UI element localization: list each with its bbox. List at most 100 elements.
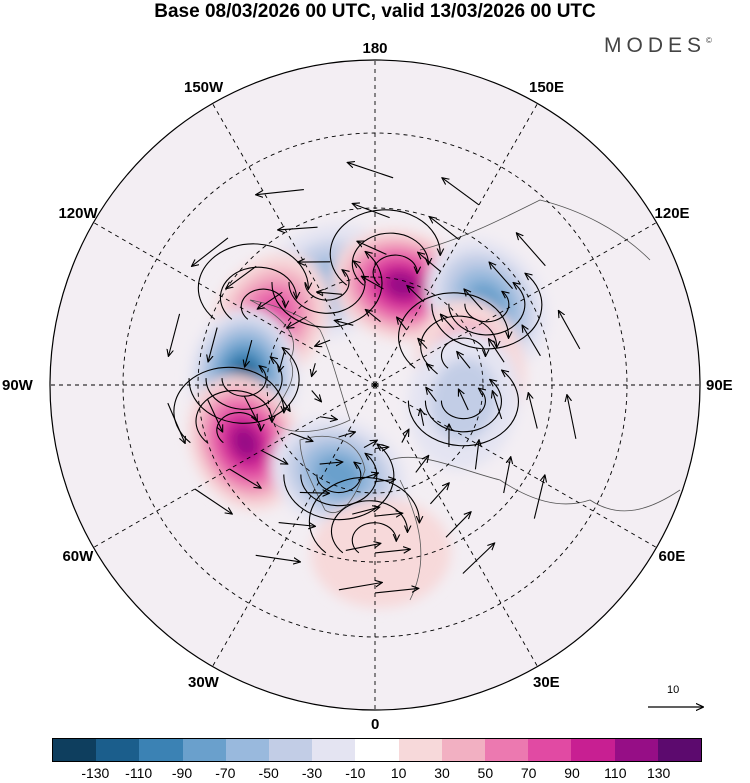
streamline-38 <box>256 189 304 195</box>
colorbar-tick-label: 50 <box>477 765 494 781</box>
longitude-label-150e: 150E <box>529 79 565 97</box>
streamline-5 <box>329 209 440 286</box>
streamline-93 <box>426 388 437 402</box>
longitude-label-60e: 60E <box>658 548 686 565</box>
streamline-85 <box>279 351 285 372</box>
colorbar-segment-5 <box>269 739 313 761</box>
longitude-label-0: 0 <box>371 715 380 733</box>
streamline-20 <box>283 444 395 521</box>
streamline-80 <box>441 315 455 331</box>
colorbar-tick-label: -90 <box>171 765 193 781</box>
streamline-54 <box>226 265 257 288</box>
streamline-74 <box>352 507 379 515</box>
streamline-81 <box>407 286 424 302</box>
center-70w-positive-level-5 <box>232 427 259 459</box>
colorbar-segment-6 <box>312 739 356 761</box>
meridian-240 <box>93 222 376 386</box>
streamline-102 <box>319 417 337 420</box>
longitude-label-60w: 60W <box>62 548 94 565</box>
streamline-41 <box>167 402 185 443</box>
streamline-63 <box>493 391 503 420</box>
streamline-52 <box>353 204 390 219</box>
meridian-60 <box>374 384 657 548</box>
streamline-48 <box>528 393 538 429</box>
streamline-90 <box>374 447 388 448</box>
streamline-37 <box>348 163 394 179</box>
longitude-label-30e: 30E <box>533 673 560 691</box>
streamline-55 <box>208 327 218 362</box>
streamline-98 <box>335 321 354 326</box>
streamline-70 <box>245 340 253 367</box>
streamline-3 <box>372 254 417 286</box>
streamline-33 <box>567 395 577 439</box>
streamline-57 <box>229 468 261 488</box>
streamline-26 <box>407 370 519 447</box>
streamline-86 <box>278 393 290 411</box>
longitude-label-120e: 120E <box>654 205 690 222</box>
streamline-24 <box>440 388 485 420</box>
colorbar-tick-label: -130 <box>81 765 110 781</box>
streamline-21 <box>440 337 485 369</box>
streamline-95 <box>418 339 428 349</box>
streamline-27 <box>351 522 396 554</box>
streamline-45 <box>374 549 410 553</box>
streamline-34 <box>559 311 581 350</box>
streamline-14 <box>188 348 300 424</box>
streamline-29 <box>308 476 419 554</box>
streamline-53 <box>278 227 318 230</box>
reference-vector-label: 10 <box>667 684 680 696</box>
colorbar-segment-8 <box>398 739 442 761</box>
streamline-44 <box>338 583 382 591</box>
colorbar-tick-label: 110 <box>604 765 627 781</box>
streamline-87 <box>291 432 312 441</box>
streamline-9 <box>240 288 285 320</box>
streamline-104 <box>363 440 377 449</box>
longitude-label-30w: 30W <box>188 673 219 691</box>
coastline-north-america <box>249 299 351 432</box>
colorbar <box>52 738 702 762</box>
streamline-36 <box>442 178 480 206</box>
streamline-103 <box>338 432 355 438</box>
streamline-47 <box>503 457 511 494</box>
streamline-31 <box>462 543 494 574</box>
center-25w-negative-level-3 <box>316 455 362 494</box>
longitude-label-150w: 150W <box>184 79 224 97</box>
streamline-49 <box>522 325 541 357</box>
colorbar-segment-11 <box>528 739 572 761</box>
longitude-label-180: 180 <box>362 39 388 57</box>
streamline-4 <box>351 232 428 286</box>
streamline-16 <box>195 390 272 444</box>
colorbar-tick-label: 90 <box>564 765 580 781</box>
streamline-39 <box>192 237 229 266</box>
streamline-46 <box>445 512 471 538</box>
colorbar-segment-3 <box>182 739 226 761</box>
brand-mark: © <box>706 36 712 45</box>
streamline-66 <box>418 253 441 272</box>
streamline-99 <box>315 339 331 346</box>
meridian-150 <box>374 103 538 386</box>
meridian-120 <box>374 222 657 386</box>
streamline-64 <box>489 339 505 363</box>
colorbar-tick-label: -110 <box>125 765 153 781</box>
colorbar-tick-label: -30 <box>301 765 323 781</box>
streamline-40 <box>169 313 181 356</box>
streamline-61 <box>429 483 449 505</box>
longitude-label-90w: 90W <box>2 376 33 394</box>
colorbar-segment-7 <box>355 739 399 761</box>
colorbar-segment-9 <box>441 739 486 761</box>
streamline-60 <box>374 513 402 516</box>
streamline-71 <box>243 396 257 421</box>
streamline-59 <box>345 543 381 551</box>
streamline-96 <box>397 318 408 331</box>
meridian-30 <box>374 384 538 667</box>
streamline-72 <box>261 450 287 464</box>
streamline-10 <box>219 266 296 320</box>
colorbar-tick-label: 10 <box>390 765 407 781</box>
map-border <box>49 59 701 711</box>
streamline-84 <box>287 316 308 328</box>
streamline-101 <box>311 390 321 402</box>
streamline-79 <box>457 352 471 369</box>
colorbar-tick-label: -10 <box>345 765 366 781</box>
meridian-210 <box>212 103 376 386</box>
